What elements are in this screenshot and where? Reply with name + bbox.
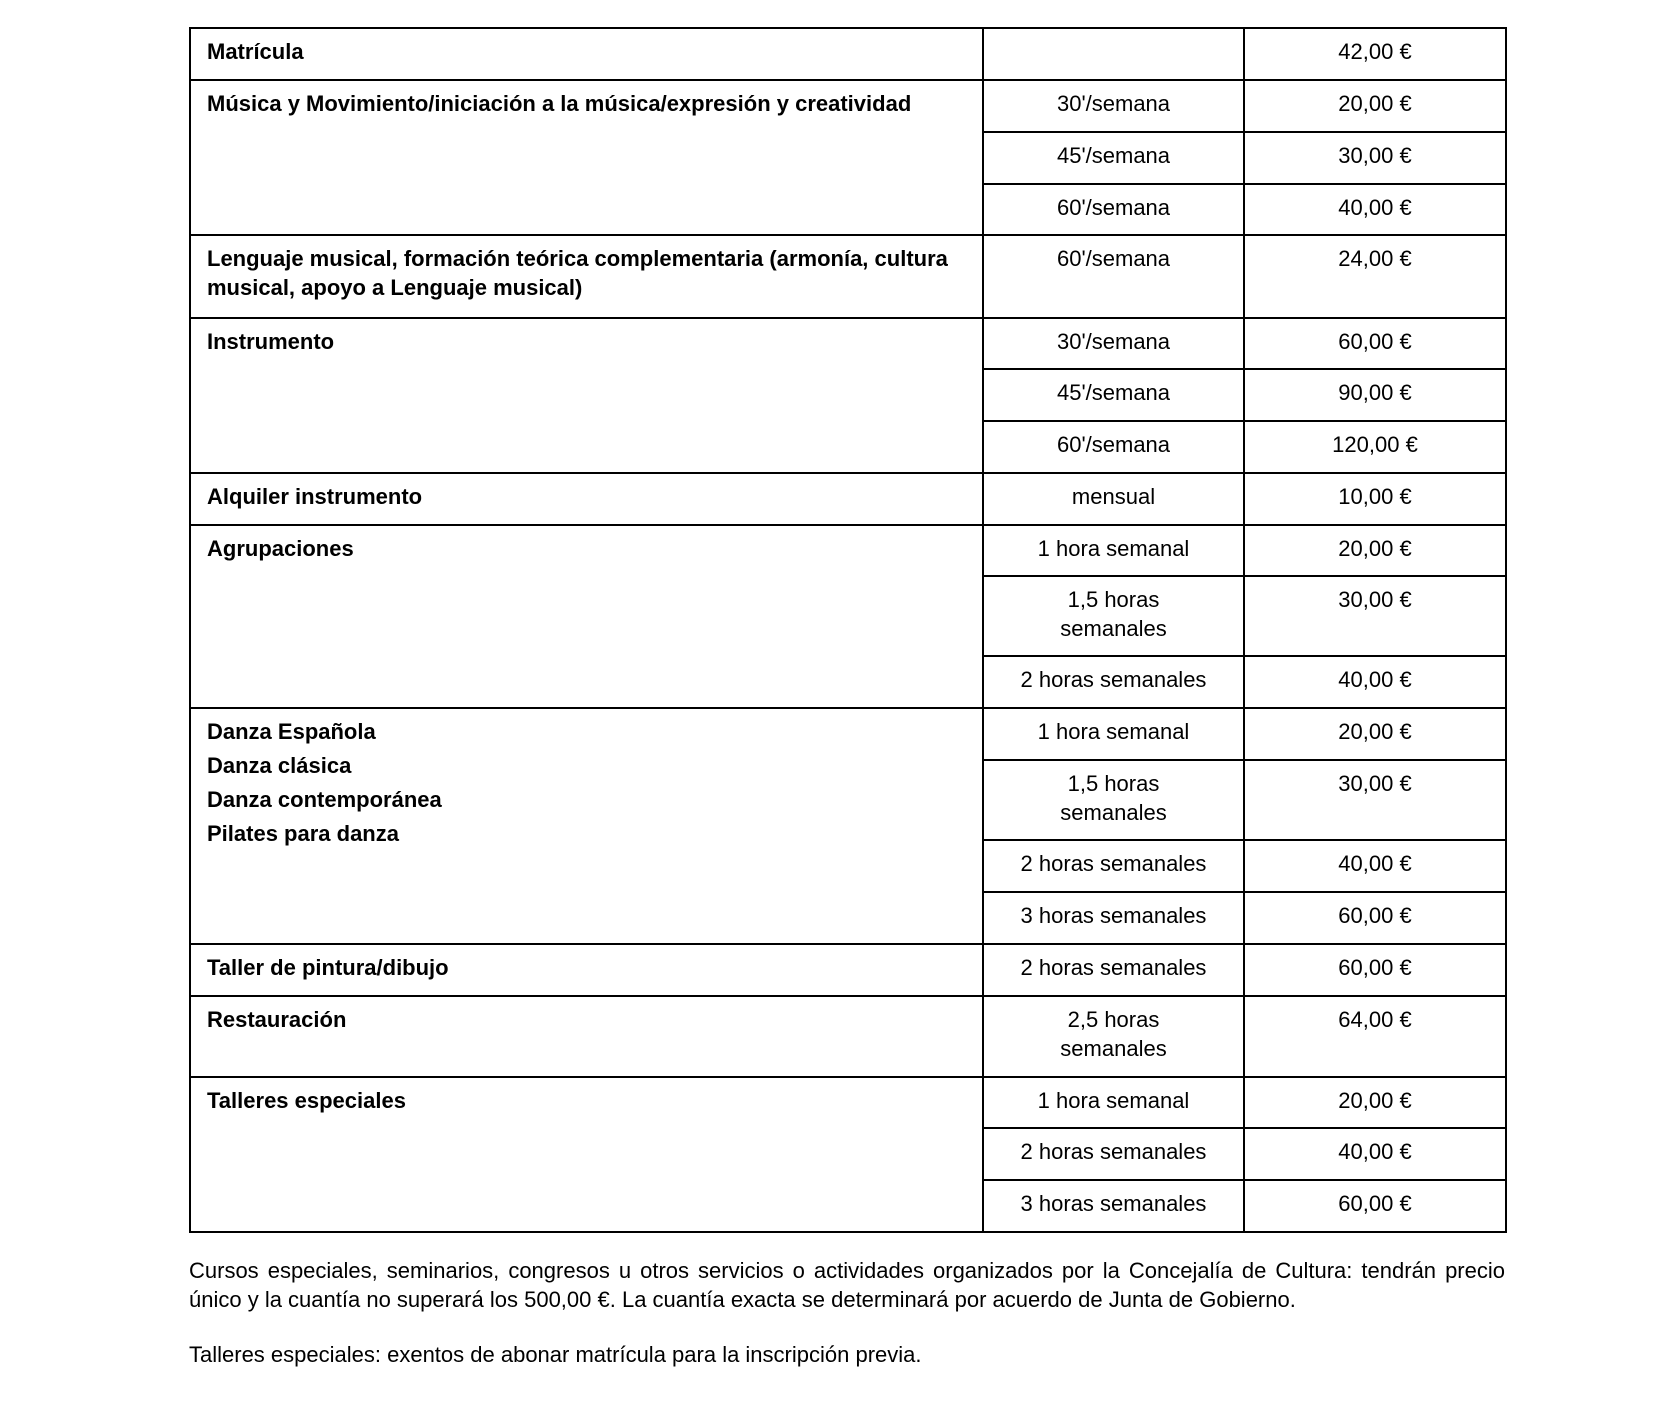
- price-cell: 60,00 €: [1243, 943, 1507, 997]
- duration-cell: 1 hora semanal: [982, 707, 1245, 761]
- concept-cell: Taller de pintura/dibujo: [189, 943, 984, 997]
- price-cell: 90,00 €: [1243, 368, 1507, 422]
- table-row: Restauración 2,5 horas semanales 64,00 €: [189, 995, 1507, 1078]
- concept-cell: Instrumento: [189, 317, 984, 474]
- concept-label: Restauración: [207, 1007, 347, 1032]
- note-special-courses: Cursos especiales, seminarios, congresos…: [189, 1258, 1505, 1312]
- table-row: Danza Española Danza clásica Danza contemp…: [189, 707, 1507, 945]
- duration-cell: 1 hora semanal: [982, 524, 1245, 577]
- price-cell: 40,00 €: [1243, 183, 1507, 236]
- duration-cell: 1 hora semanal: [982, 1076, 1245, 1129]
- duration-cell: 1,5 horas semanales: [982, 759, 1245, 841]
- concept-label: Danza clásica: [207, 753, 352, 778]
- table-row: 3 horas semanales 60,00 €: [190, 891, 1507, 945]
- price-cell: 24,00 €: [1243, 234, 1507, 319]
- table-row: 60'/semana 40,00 €: [190, 183, 1507, 236]
- duration-cell: 30'/semana: [982, 79, 1245, 133]
- price-cell: 30,00 €: [1243, 575, 1507, 657]
- price-cell: 120,00 €: [1243, 420, 1507, 474]
- price-cell: 40,00 €: [1243, 1127, 1507, 1181]
- table-row: Alquiler instrumento mensual 10,00 €: [189, 472, 1507, 526]
- concept-cell: Lenguaje musical, formación teórica comp…: [189, 234, 984, 319]
- price-cell: 30,00 €: [1243, 131, 1507, 185]
- duration-cell: 2,5 horas semanales: [982, 995, 1245, 1078]
- concept-cell: Agrupaciones: [189, 524, 984, 709]
- table-row: 1,5 horas semanales 30,00 €: [190, 759, 1507, 841]
- price-cell: 40,00 €: [1243, 839, 1507, 893]
- table-row: 3 horas semanales 60,00 €: [190, 1179, 1507, 1233]
- concept-label: Pilates para danza: [207, 821, 399, 846]
- price-cell: 60,00 €: [1243, 1179, 1507, 1233]
- table-row: Talleres especiales 1 hora semanal 20,00 €: [189, 1076, 1507, 1233]
- duration-cell: 45'/semana: [982, 131, 1245, 185]
- table-row: 60'/semana 120,00 €: [190, 420, 1507, 474]
- table-row: Lenguaje musical, formación teórica comp…: [189, 234, 1507, 319]
- note-special-workshops: Talleres especiales: exentos de abonar m…: [189, 1342, 922, 1367]
- concept-cell: Alquiler instrumento: [189, 472, 984, 526]
- concept-label: Danza Española: [207, 719, 376, 744]
- duration-cell: 2 horas semanales: [982, 655, 1245, 709]
- concept-cell: Restauración: [189, 995, 984, 1078]
- concept-label: Instrumento: [207, 329, 335, 354]
- table-row: 45'/semana 90,00 €: [190, 368, 1507, 422]
- price-cell: 20,00 €: [1243, 707, 1507, 761]
- concept-label: Música y Movimiento/iniciación a la músi…: [207, 91, 912, 116]
- concept-cell: Música y Movimiento/iniciación a la músi…: [189, 79, 984, 236]
- table-row: 45'/semana 30,00 €: [190, 131, 1507, 185]
- duration-cell: 3 horas semanales: [982, 891, 1245, 945]
- price-cell: 60,00 €: [1243, 317, 1507, 370]
- duration-cell: 1,5 horas semanales: [982, 575, 1245, 657]
- table-row: Taller de pintura/dibujo 2 horas semanale…: [189, 943, 1507, 997]
- notes: Cursos especiales, seminarios, congresos…: [189, 1256, 1505, 1395]
- table-row: 2 horas semanales 40,00 €: [190, 839, 1507, 893]
- concept-cell: Danza Española Danza clásica Danza contemp…: [189, 707, 984, 945]
- fees-table: Matrícula 42,00 € Música y Movimiento/inic…: [189, 27, 1507, 1233]
- table-row: Matrícula 42,00 €: [189, 27, 1507, 81]
- concept-label: Lenguaje musical, formación teórica comp…: [207, 246, 948, 300]
- duration-cell: 60'/semana: [982, 234, 1245, 319]
- concept-label: Danza contemporánea: [207, 787, 442, 812]
- duration-cell: 3 horas semanales: [982, 1179, 1245, 1233]
- duration-cell: 45'/semana: [982, 368, 1245, 422]
- concept-label: Taller de pintura/dibujo: [207, 955, 449, 980]
- concept-label: Agrupaciones: [207, 536, 354, 561]
- concept-label: Alquiler instrumento: [207, 484, 423, 509]
- duration-cell: 2 horas semanales: [982, 1127, 1245, 1181]
- table-row: 2 horas semanales 40,00 €: [190, 1127, 1507, 1181]
- price-cell: 20,00 €: [1243, 1076, 1507, 1129]
- duration-cell: 2 horas semanales: [982, 839, 1245, 893]
- table-row: 2 horas semanales 40,00 €: [190, 655, 1507, 709]
- price-cell: 30,00 €: [1243, 759, 1507, 841]
- duration-cell: 2 horas semanales: [982, 943, 1245, 997]
- price-cell: 20,00 €: [1243, 524, 1507, 577]
- price-cell: 10,00 €: [1243, 472, 1507, 526]
- duration-cell: 60'/semana: [982, 420, 1245, 474]
- price-cell: 60,00 €: [1243, 891, 1507, 945]
- table-row: 1,5 horas semanales 30,00 €: [190, 575, 1507, 657]
- price-cell: 20,00 €: [1243, 79, 1507, 133]
- concept-label: Matrícula: [207, 39, 304, 64]
- duration-cell: 60'/semana: [982, 183, 1245, 236]
- concept-cell: Talleres especiales: [189, 1076, 984, 1233]
- duration-cell: 30'/semana: [982, 317, 1245, 370]
- price-cell: 64,00 €: [1243, 995, 1507, 1078]
- concept-label: Talleres especiales: [207, 1088, 406, 1113]
- duration-cell: [982, 27, 1245, 81]
- price-cell: 40,00 €: [1243, 655, 1507, 709]
- table-row: Agrupaciones 1 hora semanal 20,00 €: [189, 524, 1507, 709]
- price-cell: 42,00 €: [1243, 27, 1507, 81]
- table-row: Instrumento 30'/semana 60,00 €: [189, 317, 1507, 474]
- concept-cell: Matrícula: [189, 27, 984, 81]
- table-row: Música y Movimiento/iniciación a la músi…: [189, 79, 1507, 236]
- duration-cell: mensual: [982, 472, 1245, 526]
